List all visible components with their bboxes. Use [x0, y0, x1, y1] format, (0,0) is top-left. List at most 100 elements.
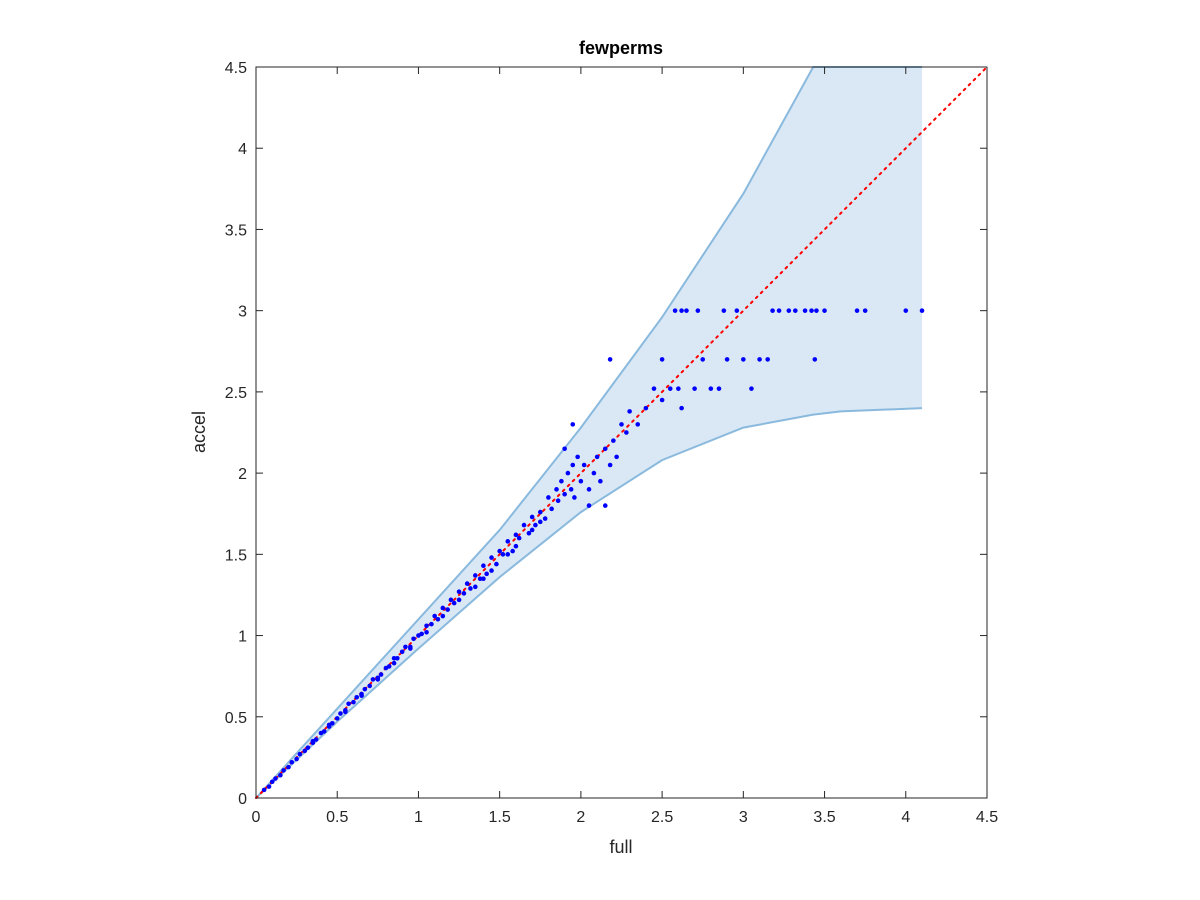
- data-point: [809, 308, 814, 313]
- data-point: [334, 716, 340, 721]
- data-point: [440, 613, 446, 619]
- y-tick-label: 3.5: [225, 222, 247, 239]
- data-point: [321, 729, 327, 734]
- y-tick-label: 2: [238, 466, 247, 483]
- x-tick-label: 0: [252, 809, 261, 826]
- data-point: [338, 711, 343, 716]
- data-point: [572, 495, 577, 500]
- data-point: [367, 683, 373, 689]
- y-tick-label: 0.5: [225, 710, 247, 727]
- data-point: [659, 357, 665, 362]
- data-point: [695, 308, 701, 313]
- chart-title: fewperms: [579, 38, 663, 58]
- data-point: [281, 768, 286, 773]
- data-point: [679, 308, 684, 313]
- data-point: [266, 784, 272, 789]
- data-point: [313, 737, 319, 742]
- data-point: [429, 621, 434, 627]
- data-point: [708, 386, 714, 391]
- data-point: [395, 655, 400, 661]
- data-point: [635, 422, 641, 427]
- data-point: [700, 357, 706, 362]
- plot-frame: [255, 66, 988, 799]
- data-point: [261, 787, 267, 793]
- data-point: [581, 462, 587, 468]
- band-lower-edge: [255, 407, 923, 799]
- data-point: [278, 772, 283, 778]
- x-tick-label: 4.5: [976, 809, 998, 826]
- data-point: [679, 405, 684, 411]
- data-point: [343, 709, 348, 715]
- data-point: [591, 470, 597, 476]
- y-axis-label: accel: [189, 411, 209, 453]
- data-point: [399, 649, 405, 655]
- data-point: [602, 446, 608, 452]
- data-point: [391, 660, 397, 666]
- data-point: [559, 478, 564, 484]
- data-point: [375, 677, 381, 682]
- data-point: [716, 386, 722, 391]
- data-point: [741, 357, 746, 362]
- data-point: [749, 386, 754, 391]
- data-point: [521, 522, 527, 528]
- data-point: [643, 405, 649, 411]
- data-point: [568, 487, 574, 492]
- data-point: [351, 699, 356, 705]
- data-point: [494, 561, 499, 567]
- data-point: [419, 631, 424, 637]
- data-point: [659, 397, 665, 403]
- data-point: [411, 636, 416, 642]
- data-point: [497, 548, 502, 554]
- data-point: [862, 308, 868, 313]
- data-point: [477, 576, 483, 581]
- data-point: [624, 430, 629, 435]
- data-point: [529, 527, 535, 533]
- data-point: [305, 745, 311, 750]
- data-point: [464, 581, 470, 586]
- x-tick-label: 1.5: [489, 809, 511, 826]
- data-point: [408, 646, 413, 651]
- data-point: [578, 478, 584, 484]
- data-point: [765, 357, 770, 362]
- data-point: [513, 532, 519, 538]
- y-tick-label: 1.5: [225, 547, 247, 564]
- data-point: [676, 386, 681, 391]
- x-tick-label: 1: [414, 809, 423, 826]
- data-point: [370, 677, 376, 682]
- data-point: [565, 470, 571, 476]
- data-point: [510, 548, 515, 554]
- data-point: [354, 694, 360, 700]
- data-point: [575, 454, 580, 460]
- data-point: [461, 591, 467, 596]
- data-point: [786, 308, 792, 313]
- reference-line: [255, 66, 988, 799]
- x-tick-label: 0.5: [326, 809, 348, 826]
- data-point: [440, 605, 446, 611]
- data-point: [903, 308, 909, 313]
- data-point: [555, 498, 561, 504]
- data-point: [562, 446, 567, 452]
- x-tick-label: 4: [901, 809, 910, 826]
- data-point: [456, 597, 462, 603]
- data-point: [554, 487, 559, 492]
- data-point: [854, 308, 860, 313]
- data-point: [814, 308, 819, 313]
- data-point: [445, 607, 450, 612]
- data-point: [586, 487, 592, 492]
- data-point: [607, 357, 613, 362]
- data-point: [537, 519, 543, 525]
- data-point: [529, 514, 535, 520]
- x-tick-label: 3: [739, 809, 748, 826]
- data-point: [359, 691, 364, 697]
- axis-ticks: 0 0.5 1 1.5 2 2.5 3 3.5 4 4.5 0 0.5 1 1.5 2 2.5 3 3.5 4 4.5: [225, 60, 998, 826]
- data-point: [505, 552, 511, 557]
- data-point: [721, 308, 727, 313]
- data-point: [776, 308, 782, 313]
- data-point: [770, 308, 775, 313]
- y-tick-label: 3: [238, 304, 247, 321]
- data-point: [505, 539, 511, 544]
- data-point: [586, 503, 592, 508]
- data-point: [793, 308, 798, 313]
- data-point: [614, 454, 619, 460]
- data-point: [533, 522, 538, 528]
